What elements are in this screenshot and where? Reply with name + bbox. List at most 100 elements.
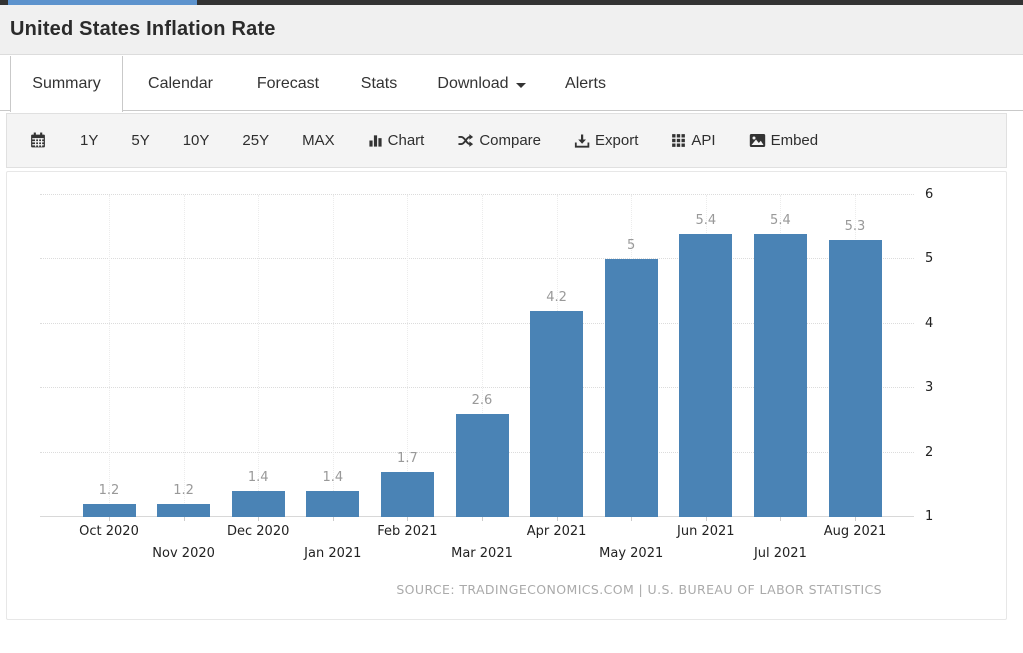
y-axis-label: 2	[925, 444, 934, 460]
api-button[interactable]: API	[671, 132, 716, 149]
x-axis-label: Aug 2021	[823, 524, 887, 539]
range-10y-button[interactable]: 10Y	[183, 132, 210, 149]
y-axis-label: 5	[925, 251, 934, 267]
range-max-label: MAX	[302, 132, 335, 149]
x-gridline	[258, 195, 260, 517]
x-gridline	[183, 195, 185, 517]
x-tick	[631, 517, 633, 521]
chart-type-button[interactable]: Chart	[368, 132, 425, 149]
tab-forecast-label: Forecast	[256, 75, 320, 92]
tab-stats-label: Stats	[360, 75, 398, 92]
bar-chart-icon	[369, 135, 382, 147]
tab-stats[interactable]: Stats	[341, 56, 417, 112]
export-button[interactable]: Export	[574, 132, 638, 149]
bar-oct-2020[interactable]	[82, 504, 136, 517]
x-gridline	[332, 195, 334, 517]
y-axis-label: 4	[925, 315, 934, 331]
range-5y-label: 5Y	[131, 132, 150, 149]
range-10y-label: 10Y	[182, 132, 210, 149]
y-axis-label: 3	[925, 380, 934, 396]
page-title: United States Inflation Rate	[10, 18, 276, 40]
compare-button[interactable]: Compare	[457, 132, 541, 149]
y-gridline	[40, 322, 914, 324]
browser-top-strip	[0, 0, 1023, 5]
tab-calendar-label: Calendar	[148, 75, 213, 92]
x-axis-label: Nov 2020	[152, 546, 215, 561]
compare-button-label: Compare	[479, 132, 542, 149]
bar-value-label: 5.4	[770, 212, 791, 228]
bar-jun-2021[interactable]	[679, 233, 733, 517]
x-axis-label: May 2021	[599, 546, 664, 561]
grid-icon	[672, 134, 686, 147]
y-axis-label: 6	[925, 187, 934, 202]
embed-button[interactable]: Embed	[749, 132, 819, 149]
bar-value-label: 1.4	[247, 470, 269, 486]
x-axis-label: Jul 2021	[753, 546, 807, 561]
plot-area: 1.2 Oct 2020 1.2 Nov 2020 1.4 Dec 2020 1.4 Jan …	[40, 186, 914, 561]
tab-calendar[interactable]: Calendar	[126, 56, 235, 112]
range-5y-button[interactable]: 5Y	[131, 132, 149, 149]
embed-button-label: Embed	[770, 132, 819, 149]
range-max-button[interactable]: MAX	[302, 132, 335, 149]
x-axis-label: Oct 2020	[79, 524, 139, 539]
bar-mar-2021[interactable]	[455, 413, 509, 517]
y-axis: 1 2 3 4 5 6	[919, 186, 949, 524]
chart-toolbar: 1Y 5Y 10Y 25Y MAX Chart Compare	[6, 113, 1007, 168]
x-axis-label: Dec 2020	[227, 524, 290, 539]
title-bar: United States Inflation Rate	[0, 5, 1023, 55]
bar-jul-2021[interactable]	[753, 233, 807, 517]
api-button-label: API	[691, 132, 716, 149]
x-tick	[855, 517, 856, 521]
bar-aug-2021[interactable]	[828, 240, 882, 517]
calendar-icon	[31, 132, 45, 148]
bar-feb-2021[interactable]	[380, 471, 434, 517]
tab-bar: Summary Calendar Forecast Stats Download…	[0, 56, 1023, 112]
x-tick	[258, 517, 260, 521]
bar-apr-2021[interactable]	[530, 310, 584, 517]
x-axis-label: Feb 2021	[377, 524, 438, 539]
image-icon	[749, 134, 765, 147]
tab-forecast[interactable]: Forecast	[235, 56, 341, 112]
x-axis-label: Jun 2021	[677, 524, 735, 539]
inflation-chart-widget: 1.2 Oct 2020 1.2 Nov 2020 1.4 Dec 2020 1.4 Jan …	[6, 171, 1007, 620]
x-axis-label: Apr 2021	[526, 524, 587, 539]
tab-alerts[interactable]: Alerts	[546, 56, 625, 112]
range-25y-button[interactable]: 25Y	[242, 132, 269, 149]
x-gridline	[407, 195, 409, 517]
y-gridline	[40, 194, 914, 195]
chevron-down-icon	[515, 82, 526, 88]
x-tick	[705, 517, 707, 521]
export-button-label: Export	[595, 132, 639, 149]
y-gridline	[40, 258, 914, 260]
bar-dec-2020[interactable]	[231, 491, 285, 517]
bar-value-label: 1.2	[98, 483, 120, 499]
bar-value-label: 1.2	[173, 483, 194, 499]
tab-summary[interactable]: Summary	[10, 56, 123, 112]
x-tick	[183, 517, 185, 521]
bar-value-label: 1.7	[397, 450, 418, 466]
bar-may-2021[interactable]	[604, 259, 658, 517]
bar-value-label: 5.3	[844, 219, 866, 235]
shuffle-icon	[458, 134, 474, 147]
bar-value-label: 5.4	[695, 212, 717, 228]
x-gridline	[109, 195, 110, 517]
x-tick	[556, 517, 558, 521]
bar-value-label: 4.2	[546, 289, 567, 305]
range-25y-label: 25Y	[242, 132, 270, 149]
download-icon	[574, 134, 590, 148]
x-axis-label: Jan 2021	[304, 546, 362, 561]
bar-jan-2021[interactable]	[306, 491, 360, 517]
x-axis-label: Mar 2021	[451, 546, 513, 561]
x-tick	[407, 517, 409, 521]
bar-nov-2020[interactable]	[157, 504, 211, 517]
top-strip-accent	[8, 0, 197, 5]
bar-value-label: 5	[627, 238, 636, 254]
tab-download[interactable]: Download	[417, 56, 546, 112]
source-attribution: SOURCE: TRADINGECONOMICS.COM | U.S. BURE…	[396, 582, 882, 597]
bar-value-label: 1.4	[322, 470, 344, 486]
y-axis-label: 1	[925, 509, 934, 524]
range-1y-button[interactable]: 1Y	[80, 132, 98, 149]
chart-button-label: Chart	[387, 132, 425, 149]
calendar-range-button[interactable]	[29, 132, 47, 149]
tab-download-label: Download	[437, 75, 509, 92]
